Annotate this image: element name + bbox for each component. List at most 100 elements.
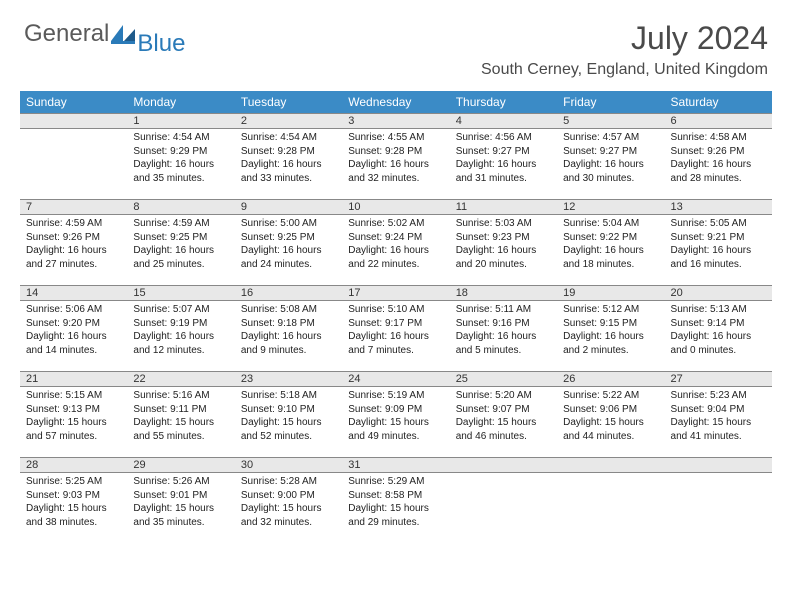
day-details: Sunrise: 5:25 AMSunset: 9:03 PMDaylight:… <box>20 473 127 531</box>
day-number-empty <box>557 457 664 473</box>
sunrise-line: Sunrise: 4:59 AM <box>26 217 121 231</box>
sunset-line: Sunset: 9:25 PM <box>133 231 228 245</box>
weekday-header: Tuesday <box>235 91 342 113</box>
sunset-line: Sunset: 9:07 PM <box>456 403 551 417</box>
day-number: 21 <box>20 371 127 387</box>
day-details: Sunrise: 5:02 AMSunset: 9:24 PMDaylight:… <box>342 215 449 273</box>
day-details: Sunrise: 5:05 AMSunset: 9:21 PMDaylight:… <box>665 215 772 273</box>
day-number: 19 <box>557 285 664 301</box>
daylight-line: Daylight: 16 hours and 33 minutes. <box>241 158 336 185</box>
day-number: 4 <box>450 113 557 129</box>
day-details: Sunrise: 4:54 AMSunset: 9:29 PMDaylight:… <box>127 129 234 187</box>
day-details: Sunrise: 5:16 AMSunset: 9:11 PMDaylight:… <box>127 387 234 445</box>
calendar-cell: 12Sunrise: 5:04 AMSunset: 9:22 PMDayligh… <box>557 199 664 285</box>
day-details: Sunrise: 4:59 AMSunset: 9:26 PMDaylight:… <box>20 215 127 273</box>
sunrise-line: Sunrise: 4:54 AM <box>133 131 228 145</box>
calendar-week-row: 28Sunrise: 5:25 AMSunset: 9:03 PMDayligh… <box>20 457 772 543</box>
sunrise-line: Sunrise: 5:23 AM <box>671 389 766 403</box>
calendar-cell: 25 Sunrise: 5:20 AMSunset: 9:07 PMDayligh… <box>450 371 557 457</box>
sunset-line: Sunset: 9:27 PM <box>456 145 551 159</box>
sunrise-line: Sunrise: 4:59 AM <box>133 217 228 231</box>
calendar-body: 1Sunrise: 4:54 AMSunset: 9:29 PMDaylight… <box>20 113 772 543</box>
calendar-cell: 27Sunrise: 5:23 AMSunset: 9:04 PMDayligh… <box>665 371 772 457</box>
day-details: Sunrise: 5:22 AMSunset: 9:06 PMDaylight:… <box>557 387 664 445</box>
sunrise-line: Sunrise: 5:15 AM <box>26 389 121 403</box>
weekday-header-row: SundayMondayTuesdayWednesdayThursdayFrid… <box>20 91 772 113</box>
day-details: Sunrise: 5:12 AMSunset: 9:15 PMDaylight:… <box>557 301 664 359</box>
sunset-line: Sunset: 9:19 PM <box>133 317 228 331</box>
sunrise-line: Sunrise: 5:28 AM <box>241 475 336 489</box>
sunset-line: Sunset: 9:14 PM <box>671 317 766 331</box>
day-details: Sunrise: 5:15 AMSunset: 9:13 PMDaylight:… <box>20 387 127 445</box>
calendar-cell: 9Sunrise: 5:00 AMSunset: 9:25 PMDaylight… <box>235 199 342 285</box>
sunset-line: Sunset: 9:06 PM <box>563 403 658 417</box>
calendar-cell: 11Sunrise: 5:03 AMSunset: 9:23 PMDayligh… <box>450 199 557 285</box>
day-number: 25 <box>450 371 557 387</box>
daylight-line: Daylight: 15 hours and 57 minutes. <box>26 416 121 443</box>
calendar-week-row: 1Sunrise: 4:54 AMSunset: 9:29 PMDaylight… <box>20 113 772 199</box>
sunset-line: Sunset: 8:58 PM <box>348 489 443 503</box>
day-number: 17 <box>342 285 449 301</box>
calendar-cell: 16 Sunrise: 5:08 AMSunset: 9:18 PMDayligh… <box>235 285 342 371</box>
sunrise-line: Sunrise: 5:22 AM <box>563 389 658 403</box>
day-number: 14 <box>20 285 127 301</box>
calendar-cell: 15Sunrise: 5:07 AMSunset: 9:19 PMDayligh… <box>127 285 234 371</box>
daylight-line: Daylight: 16 hours and 9 minutes. <box>241 330 336 357</box>
sunrise-line: Sunrise: 5:02 AM <box>348 217 443 231</box>
day-number-empty <box>20 113 127 129</box>
day-details: Sunrise: 4:54 AMSunset: 9:28 PMDaylight:… <box>235 129 342 187</box>
sunset-line: Sunset: 9:25 PM <box>241 231 336 245</box>
day-details: Sunrise: 5:18 AMSunset: 9:10 PMDaylight:… <box>235 387 342 445</box>
sunset-line: Sunset: 9:18 PM <box>241 317 336 331</box>
brand-logo: General Blue <box>24 20 189 48</box>
daylight-line: Daylight: 16 hours and 12 minutes. <box>133 330 228 357</box>
sunrise-line: Sunrise: 5:05 AM <box>671 217 766 231</box>
daylight-line: Daylight: 16 hours and 30 minutes. <box>563 158 658 185</box>
sunset-line: Sunset: 9:24 PM <box>348 231 443 245</box>
daylight-line: Daylight: 16 hours and 0 minutes. <box>671 330 766 357</box>
day-details: Sunrise: 5:06 AMSunset: 9:20 PMDaylight:… <box>20 301 127 359</box>
daylight-line: Daylight: 16 hours and 25 minutes. <box>133 244 228 271</box>
calendar-cell: 5Sunrise: 4:57 AMSunset: 9:27 PMDaylight… <box>557 113 664 199</box>
daylight-line: Daylight: 15 hours and 41 minutes. <box>671 416 766 443</box>
sunrise-line: Sunrise: 5:00 AM <box>241 217 336 231</box>
daylight-line: Daylight: 16 hours and 5 minutes. <box>456 330 551 357</box>
daylight-line: Daylight: 16 hours and 31 minutes. <box>456 158 551 185</box>
sunset-line: Sunset: 9:09 PM <box>348 403 443 417</box>
daylight-line: Daylight: 15 hours and 46 minutes. <box>456 416 551 443</box>
daylight-line: Daylight: 15 hours and 29 minutes. <box>348 502 443 529</box>
day-number: 16 <box>235 285 342 301</box>
day-details: Sunrise: 5:04 AMSunset: 9:22 PMDaylight:… <box>557 215 664 273</box>
title-area: July 2024 South Cerney, England, United … <box>481 20 768 79</box>
daylight-line: Daylight: 16 hours and 24 minutes. <box>241 244 336 271</box>
day-details: Sunrise: 5:11 AMSunset: 9:16 PMDaylight:… <box>450 301 557 359</box>
calendar-week-row: 7Sunrise: 4:59 AMSunset: 9:26 PMDaylight… <box>20 199 772 285</box>
calendar-cell: 19Sunrise: 5:12 AMSunset: 9:15 PMDayligh… <box>557 285 664 371</box>
location-subtitle: South Cerney, England, United Kingdom <box>481 61 768 79</box>
sunrise-line: Sunrise: 5:20 AM <box>456 389 551 403</box>
sunset-line: Sunset: 9:17 PM <box>348 317 443 331</box>
daylight-line: Daylight: 16 hours and 22 minutes. <box>348 244 443 271</box>
sunrise-line: Sunrise: 5:29 AM <box>348 475 443 489</box>
brand-sail-icon <box>111 23 137 45</box>
sunset-line: Sunset: 9:22 PM <box>563 231 658 245</box>
sunset-line: Sunset: 9:03 PM <box>26 489 121 503</box>
daylight-line: Daylight: 16 hours and 32 minutes. <box>348 158 443 185</box>
daylight-line: Daylight: 15 hours and 49 minutes. <box>348 416 443 443</box>
header: General Blue July 2024 South Cerney, Eng… <box>0 0 792 87</box>
sunrise-line: Sunrise: 5:08 AM <box>241 303 336 317</box>
daylight-line: Daylight: 16 hours and 2 minutes. <box>563 330 658 357</box>
calendar-cell: 29Sunrise: 5:26 AMSunset: 9:01 PMDayligh… <box>127 457 234 543</box>
day-number-empty <box>450 457 557 473</box>
sunrise-line: Sunrise: 5:07 AM <box>133 303 228 317</box>
day-details: Sunrise: 5:23 AMSunset: 9:04 PMDaylight:… <box>665 387 772 445</box>
sunset-line: Sunset: 9:29 PM <box>133 145 228 159</box>
calendar-cell: 14Sunrise: 5:06 AMSunset: 9:20 PMDayligh… <box>20 285 127 371</box>
weekday-header: Thursday <box>450 91 557 113</box>
daylight-line: Daylight: 15 hours and 55 minutes. <box>133 416 228 443</box>
day-details: Sunrise: 4:55 AMSunset: 9:28 PMDaylight:… <box>342 129 449 187</box>
day-details: Sunrise: 5:19 AMSunset: 9:09 PMDaylight:… <box>342 387 449 445</box>
calendar-cell: 4Sunrise: 4:56 AMSunset: 9:27 PMDaylight… <box>450 113 557 199</box>
day-number: 28 <box>20 457 127 473</box>
brand-blue: Blue <box>137 30 185 58</box>
